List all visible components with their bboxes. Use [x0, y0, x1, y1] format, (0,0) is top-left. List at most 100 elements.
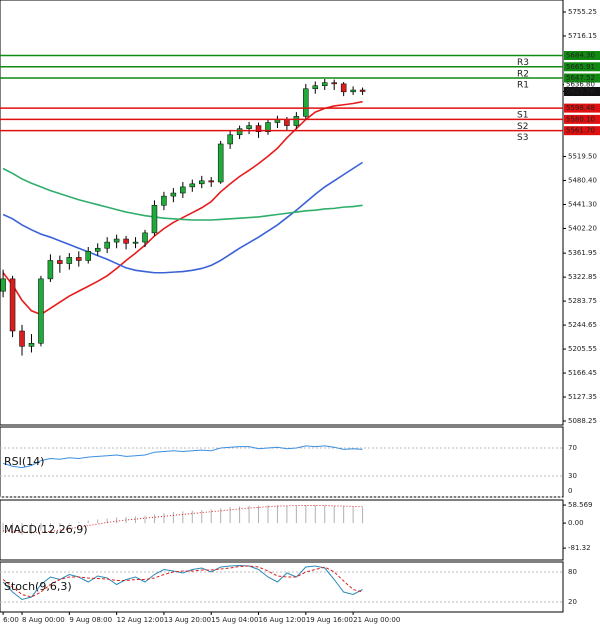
x-tick-label: 19 Aug 16:00 — [306, 616, 353, 624]
candle-body — [199, 180, 205, 185]
candle-body — [161, 195, 167, 206]
level-box — [564, 114, 600, 124]
candle-body — [57, 260, 63, 264]
panel-frame — [0, 499, 564, 561]
indicator-title: Stoch(9,6,3) — [4, 580, 72, 593]
candle-body — [350, 89, 356, 93]
panel-frame — [0, 0, 564, 426]
y-tick-label: 58.569 — [568, 501, 593, 509]
candle-body — [66, 257, 73, 264]
level-value: 5647.52 — [566, 74, 595, 82]
candle-body — [303, 88, 309, 117]
candle-body — [293, 116, 300, 126]
candle-body — [255, 125, 262, 132]
level-box — [564, 50, 600, 60]
y-tick-label: 80 — [568, 568, 577, 576]
x-tick-label: 8 Aug 00:00 — [22, 616, 65, 624]
candle-body — [85, 251, 91, 261]
last-price-box — [564, 86, 600, 96]
last-price: 5625.58 — [566, 87, 595, 95]
x-tick-label: 13 Aug 20:00 — [164, 616, 211, 624]
candle-body — [340, 83, 347, 93]
candle-body — [227, 134, 233, 145]
candle-body — [359, 89, 366, 92]
level-name: S2 — [517, 122, 528, 132]
x-tick-label: 21 Aug 00:00 — [353, 616, 400, 624]
candle-body — [9, 278, 16, 332]
y-tick-label: 5088.25 — [568, 417, 597, 425]
level-value: 5684.30 — [566, 51, 595, 59]
y-tick-label: 5480.40 — [568, 177, 597, 185]
moving-average — [2, 167, 363, 221]
x-tick-label: 16 Aug 12:00 — [259, 616, 306, 624]
candle-body — [132, 241, 139, 244]
candle-body — [321, 82, 328, 86]
x-tick-label: 9 Aug 08:00 — [69, 616, 112, 624]
candle-body — [217, 143, 224, 183]
x-tick-label: 6:00 — [3, 616, 19, 624]
candle-body — [0, 278, 6, 292]
y-tick-label: 0.00 — [568, 519, 584, 527]
candle-body — [284, 119, 290, 126]
x-tick-label: 15 Aug 04:00 — [211, 616, 258, 624]
y-tick-label: 5361.95 — [568, 249, 597, 257]
candle-body — [189, 183, 196, 188]
candle-body — [246, 125, 252, 129]
candle-body — [331, 82, 337, 85]
indicator-line — [2, 445, 363, 469]
y-tick-label: 5127.35 — [568, 393, 597, 401]
level-name: R2 — [517, 69, 529, 79]
indicator-line — [2, 565, 363, 598]
y-tick-label: 0 — [568, 487, 572, 495]
y-tick-label: 5205.55 — [568, 345, 597, 353]
moving-average — [2, 100, 363, 316]
candle-body — [104, 241, 110, 249]
level-value: 5561.70 — [566, 127, 595, 135]
y-tick-label: 20 — [568, 598, 577, 606]
indicator-title: RSI(14) — [4, 455, 44, 468]
panel-frame — [0, 561, 564, 613]
level-name: S1 — [517, 111, 528, 121]
y-tick-label: 70 — [568, 444, 577, 452]
y-tick-label: 5402.20 — [568, 224, 597, 232]
level-name: R1 — [517, 81, 529, 91]
price-marker: 5636.80 — [566, 81, 595, 89]
candle-body — [47, 260, 54, 280]
x-tick-label: 12 Aug 12:00 — [117, 616, 164, 624]
candle-body — [76, 257, 82, 261]
candle-body — [123, 238, 129, 244]
indicator-line — [3, 505, 363, 534]
candle-body — [208, 180, 214, 183]
candle-body — [113, 238, 120, 243]
y-tick-label: 5716.15 — [568, 32, 597, 40]
candle-body — [180, 186, 186, 194]
level-value: 5580.10 — [566, 115, 595, 123]
candle-body — [142, 232, 148, 243]
y-tick-label: 5166.45 — [568, 369, 597, 377]
indicator-line — [2, 564, 363, 601]
y-tick-label: 5441.30 — [568, 200, 597, 208]
level-box — [564, 103, 600, 113]
candle-body — [94, 247, 101, 252]
moving-average — [2, 161, 364, 274]
y-tick-label: 5283.75 — [568, 297, 597, 305]
y-tick-label: 5322.85 — [568, 273, 597, 281]
y-tick-label: 5755.25 — [568, 8, 597, 16]
candle-body — [265, 122, 271, 132]
y-tick-label: 5519.50 — [568, 153, 597, 161]
level-box — [564, 73, 600, 83]
level-box — [564, 126, 600, 136]
y-tick-label: 5244.65 — [568, 321, 597, 329]
candle-body — [28, 343, 35, 347]
panel-frame — [0, 426, 564, 498]
level-name: S3 — [517, 133, 528, 143]
level-value: 5598.48 — [566, 104, 595, 112]
candle-body — [19, 330, 25, 347]
candle-body — [151, 205, 158, 234]
candle-body — [38, 278, 44, 344]
candle-body — [170, 192, 177, 197]
y-tick-label: -81.32 — [568, 544, 591, 552]
y-tick-label: 30 — [568, 472, 577, 480]
candle-body — [236, 128, 243, 136]
